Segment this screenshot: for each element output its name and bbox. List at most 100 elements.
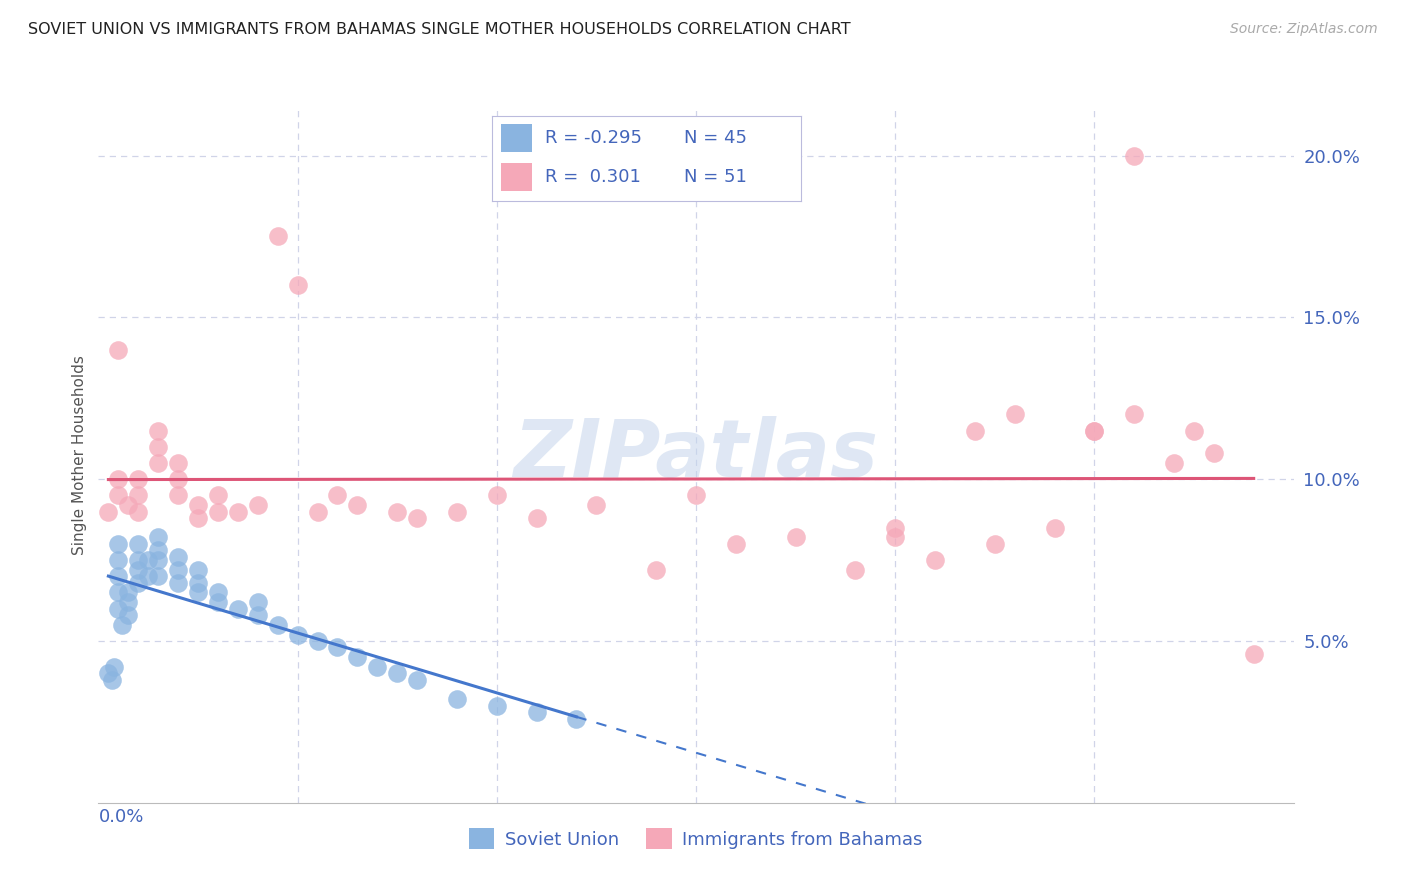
Point [565,712,588,726]
Point [107,537,129,551]
Point [97,504,120,518]
Point [127,488,149,502]
Point [385,504,409,518]
Point [103,660,125,674]
Point [107,553,129,567]
Point [1182,424,1205,438]
Point [446,692,468,706]
Point [526,705,548,719]
Point [148,440,170,454]
Point [1202,446,1225,460]
Point [127,537,149,551]
Point [346,498,368,512]
Point [136,553,159,567]
Point [585,498,607,512]
Point [167,488,190,502]
Point [307,504,329,518]
Point [101,673,124,687]
Point [924,553,946,567]
Point [267,617,290,632]
Point [267,229,290,244]
Point [446,504,468,518]
Point [785,531,807,545]
Point [1123,148,1146,162]
Point [167,563,190,577]
Point [246,498,269,512]
Point [385,666,409,681]
Point [1004,408,1026,422]
Point [963,424,986,438]
Point [127,553,149,567]
Point [246,595,269,609]
Point [117,595,139,609]
Point [117,585,139,599]
Point [1083,424,1105,438]
Point [107,472,129,486]
Bar [502,163,533,191]
Text: 0.0%: 0.0% [98,808,143,826]
Point [884,521,907,535]
Point [307,634,329,648]
Point [127,563,149,577]
Point [107,488,129,502]
Text: R =  0.301: R = 0.301 [544,168,641,186]
Point [645,563,668,577]
Point [187,563,209,577]
Point [148,456,170,470]
Point [107,343,129,357]
Point [207,595,229,609]
Point [148,553,170,567]
Point [136,569,159,583]
Point [366,660,388,674]
Bar [502,124,533,152]
Text: N = 51: N = 51 [683,168,747,186]
Text: Source: ZipAtlas.com: Source: ZipAtlas.com [1230,22,1378,37]
Point [117,608,139,623]
Point [226,504,249,518]
Point [207,504,229,518]
Point [1083,424,1105,438]
Point [127,472,149,486]
Point [246,608,269,623]
Point [287,278,309,293]
Point [187,585,209,599]
Point [884,531,907,545]
Point [724,537,747,551]
Point [207,488,229,502]
Point [107,585,129,599]
Point [1123,408,1146,422]
Text: SOVIET UNION VS IMMIGRANTS FROM BAHAMAS SINGLE MOTHER HOUSEHOLDS CORRELATION CHA: SOVIET UNION VS IMMIGRANTS FROM BAHAMAS … [28,22,851,37]
Point [406,673,429,687]
Point [148,543,170,558]
Text: ZIPatlas: ZIPatlas [513,416,879,494]
Text: R = -0.295: R = -0.295 [544,129,641,147]
Point [187,511,209,525]
Point [167,575,190,590]
Legend: Soviet Union, Immigrants from Bahamas: Soviet Union, Immigrants from Bahamas [461,822,931,856]
Point [148,569,170,583]
Point [326,640,349,655]
Point [97,666,120,681]
Point [127,504,149,518]
Point [207,585,229,599]
Point [1043,521,1066,535]
Point [167,456,190,470]
Point [111,617,134,632]
Point [148,531,170,545]
Point [406,511,429,525]
Point [1243,647,1265,661]
Point [187,498,209,512]
Point [117,498,139,512]
Point [844,563,866,577]
Y-axis label: Single Mother Households: Single Mother Households [72,355,87,555]
Point [107,569,129,583]
Point [226,601,249,615]
Point [1163,456,1185,470]
Point [485,488,508,502]
Point [526,511,548,525]
Text: N = 45: N = 45 [683,129,747,147]
Point [148,424,170,438]
Point [685,488,707,502]
Point [167,472,190,486]
Point [127,575,149,590]
